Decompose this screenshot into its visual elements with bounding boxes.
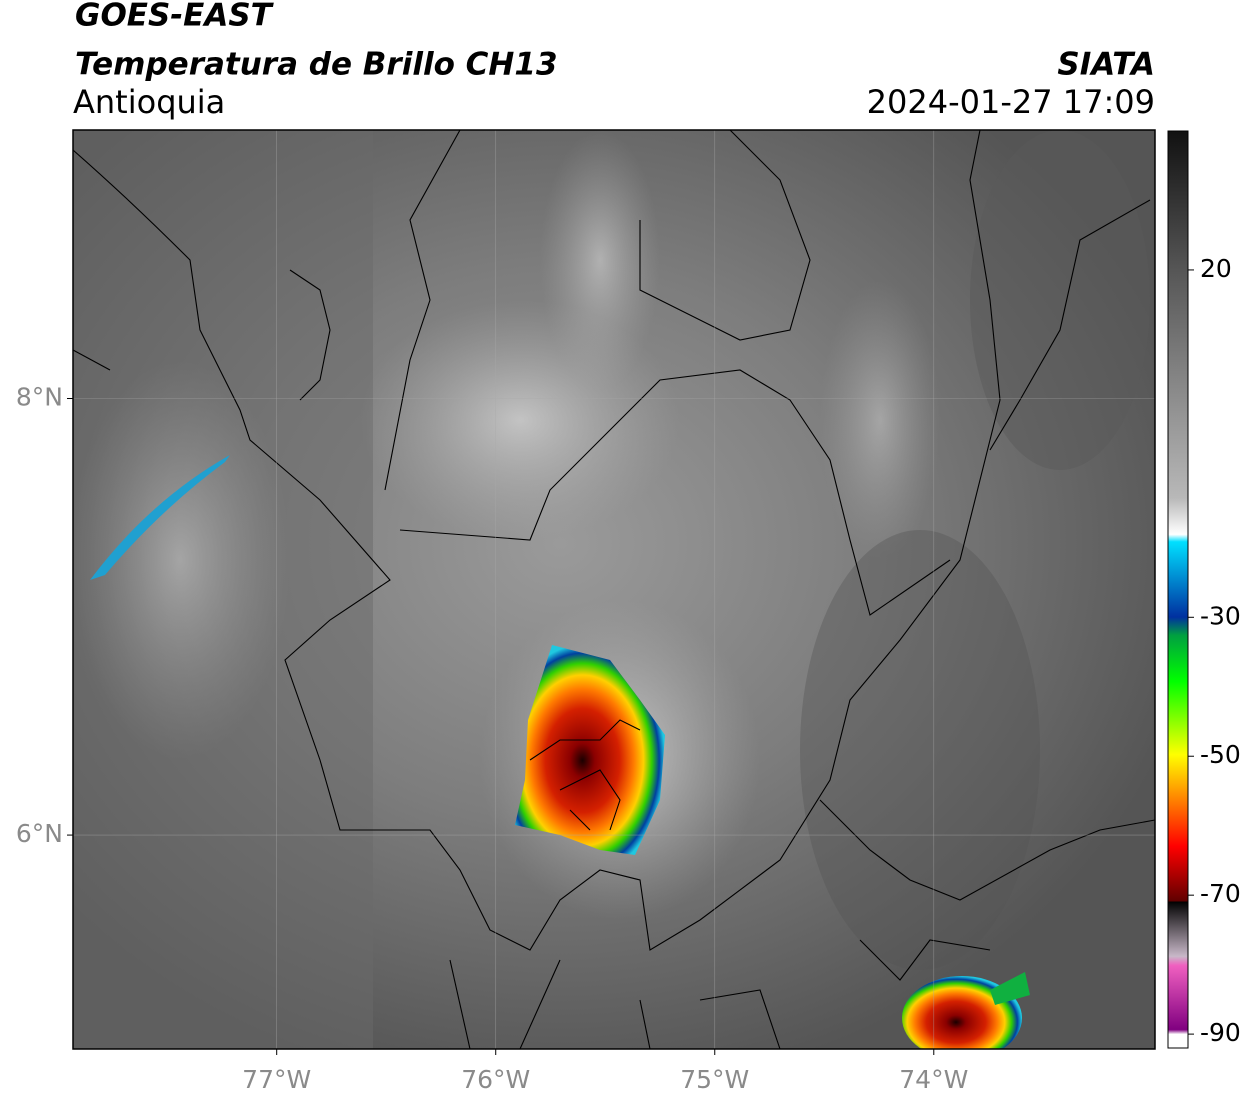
- title: GOES-EAST: [75, 0, 275, 34]
- colorbar-tick-label: -70: [1200, 879, 1241, 908]
- map-image: [73, 130, 1155, 1049]
- y-tick-label: 8°N: [16, 382, 63, 411]
- datetime: 2024-01-27 17:09: [867, 83, 1155, 121]
- colorbar-tick-label: -30: [1200, 601, 1241, 630]
- x-tick-label: 77°W: [242, 1065, 311, 1094]
- subtitle: Temperatura de Brillo CH13: [75, 47, 558, 83]
- x-tick-label: 76°W: [461, 1065, 530, 1094]
- source: SIATA: [1057, 47, 1155, 83]
- x-tick-label: 75°W: [680, 1065, 749, 1094]
- x-tick-label: 74°W: [899, 1065, 968, 1094]
- colorbar-tick-label: -50: [1200, 740, 1241, 769]
- region: Antioquia: [73, 83, 225, 121]
- colorbar-tick-label: 20: [1200, 254, 1232, 283]
- colorbar: [1167, 130, 1189, 1049]
- y-tick-label: 6°N: [16, 819, 63, 848]
- colorbar-tick-label: -90: [1200, 1018, 1241, 1047]
- map-frame: [72, 129, 1156, 1050]
